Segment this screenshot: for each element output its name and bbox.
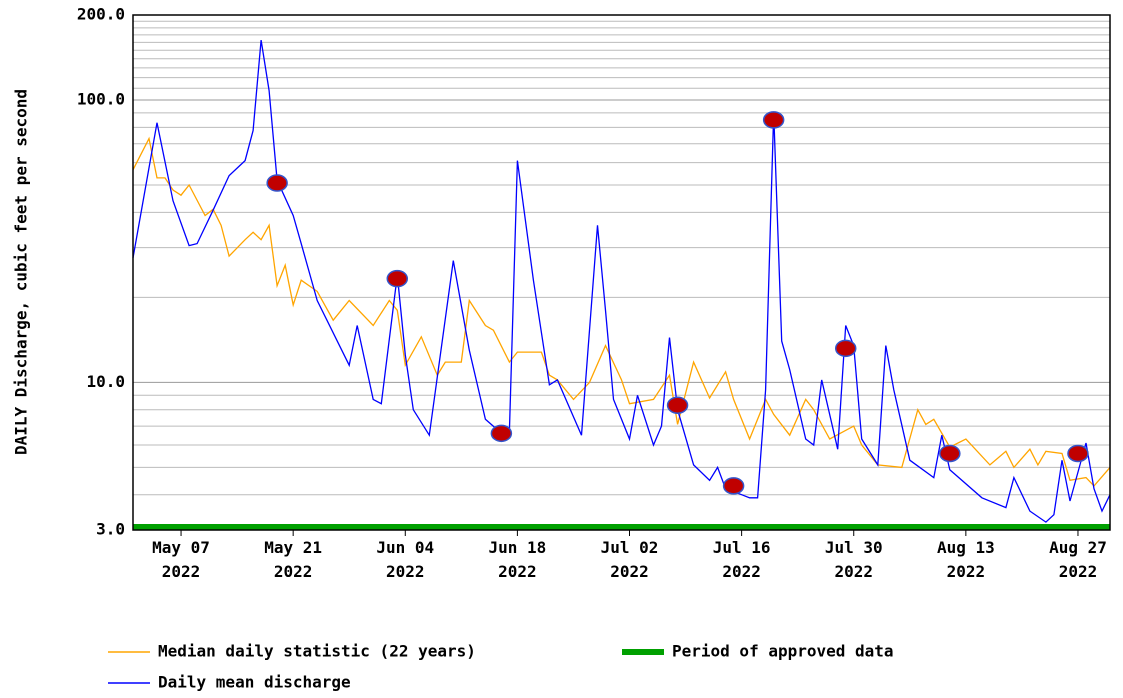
measurement-marker bbox=[834, 339, 857, 358]
x-tick-label-line: May 21 bbox=[264, 538, 322, 557]
data-line bbox=[132, 136, 1111, 487]
x-tick-label-line: Jul 16 bbox=[713, 538, 771, 557]
measurement-marker bbox=[939, 444, 961, 463]
plot-frame bbox=[132, 14, 1111, 531]
legend-label: Median daily statistic (22 years) bbox=[158, 642, 476, 661]
x-tick-label: Aug 27 2022 bbox=[1049, 538, 1107, 581]
x-tick-label-line: 2022 bbox=[1059, 562, 1098, 581]
x-tick-label: Jul 16 2022 bbox=[713, 538, 771, 581]
x-tick-label: Aug 13 2022 bbox=[937, 538, 995, 581]
y-tick-label: 10.0 bbox=[86, 372, 125, 391]
x-tick-label-line: 2022 bbox=[274, 562, 313, 581]
x-tick-label: May 21 2022 bbox=[264, 538, 322, 581]
y-axis-label: DAILY Discharge, cubic feet per second bbox=[12, 89, 31, 455]
x-tick-label: Jul 30 2022 bbox=[825, 538, 883, 581]
x-tick-label: Jul 02 2022 bbox=[601, 538, 659, 581]
x-tick-label-line: May 07 bbox=[152, 538, 210, 557]
x-tick-label: Jun 18 2022 bbox=[488, 538, 546, 581]
x-tick-label-line: Aug 13 bbox=[937, 538, 995, 557]
y-tick-label: 200.0 bbox=[77, 5, 125, 24]
x-tick-label-line: 2022 bbox=[947, 562, 986, 581]
x-tick-label-line: Jun 18 bbox=[488, 538, 546, 557]
x-tick-label-line: 2022 bbox=[386, 562, 425, 581]
y-tick-label: 3.0 bbox=[96, 520, 125, 539]
x-tick-label: Jun 04 2022 bbox=[376, 538, 434, 581]
x-tick-label-line: 2022 bbox=[498, 562, 537, 581]
x-tick-label-line: Jul 02 bbox=[601, 538, 659, 557]
x-tick-label: May 07 2022 bbox=[152, 538, 210, 581]
data-line bbox=[132, 39, 1111, 523]
x-tick-label-line: Jul 30 bbox=[825, 538, 883, 557]
measurement-marker bbox=[722, 477, 745, 495]
y-tick-label: 100.0 bbox=[77, 89, 125, 108]
legend-label: Period of approved data bbox=[672, 642, 894, 661]
x-tick-label-line: 2022 bbox=[610, 562, 649, 581]
measurement-marker bbox=[762, 111, 785, 129]
x-tick-label-line: 2022 bbox=[834, 562, 873, 581]
x-tick-label-line: 2022 bbox=[722, 562, 761, 581]
measurement-marker bbox=[266, 174, 288, 192]
x-tick-label-line: 2022 bbox=[162, 562, 201, 581]
x-tick-label-line: Jun 04 bbox=[376, 538, 434, 557]
x-tick-label-line: Aug 27 bbox=[1049, 538, 1107, 557]
approved-period bbox=[133, 524, 1110, 530]
measurement-marker bbox=[386, 269, 409, 288]
measurement-marker bbox=[490, 424, 513, 443]
legend-label: Daily mean discharge bbox=[158, 673, 351, 692]
measurement-marker bbox=[1067, 444, 1089, 463]
measurement-marker bbox=[666, 396, 689, 414]
